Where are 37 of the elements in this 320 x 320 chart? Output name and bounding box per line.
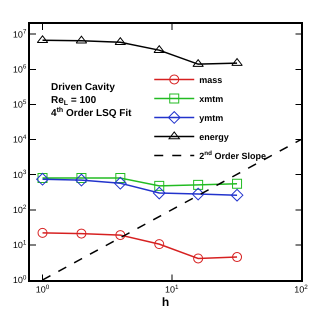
point [152, 186, 166, 200]
point [38, 228, 48, 238]
point [76, 173, 86, 184]
point [36, 172, 49, 186]
y-tick-label: 10$^{3}$ [12, 169, 27, 180]
legend-label: xmtm [199, 94, 224, 104]
y-tick-label: 10$^{5}$ [12, 98, 27, 110]
point [230, 188, 244, 202]
x-axis-title: h [162, 294, 170, 309]
y-tick-label: 10$^{0}$ [12, 274, 27, 286]
point [76, 228, 86, 239]
point [232, 178, 242, 189]
legend-label: ymtm [199, 112, 224, 123]
point [75, 174, 88, 186]
point [193, 253, 204, 264]
point [154, 239, 164, 250]
point [36, 35, 48, 44]
point [114, 176, 127, 190]
y-tick-label: 10$^{7}$ [12, 28, 27, 40]
point [192, 188, 204, 200]
legend-label: mass [199, 74, 222, 85]
point [38, 173, 48, 184]
point [232, 252, 242, 262]
point [154, 180, 164, 191]
x-tick-label: 10$^{1}$ [164, 284, 180, 295]
y-tick-label: 10$^{6}$ [12, 64, 27, 74]
point [115, 230, 126, 240]
legend-label: 2$^{nd}$ Order Slope [199, 150, 266, 161]
x-tick-label: 10$^{0}$ [36, 284, 50, 295]
point [193, 180, 204, 190]
text: Driven Cavity Re$_{L}$ = 100 4$^{th}$ Order LSQ Fit [51, 82, 132, 119]
y-tick-label: 10$^{1}$ [12, 239, 27, 250]
legend-label: energy [199, 132, 229, 142]
x-tick-label: 10$^{2}$ [294, 284, 308, 295]
y-tick-label: 10$^{4}$ [12, 134, 27, 145]
y-tick-label: 10$^{2}$ [12, 204, 27, 215]
point [115, 173, 126, 184]
